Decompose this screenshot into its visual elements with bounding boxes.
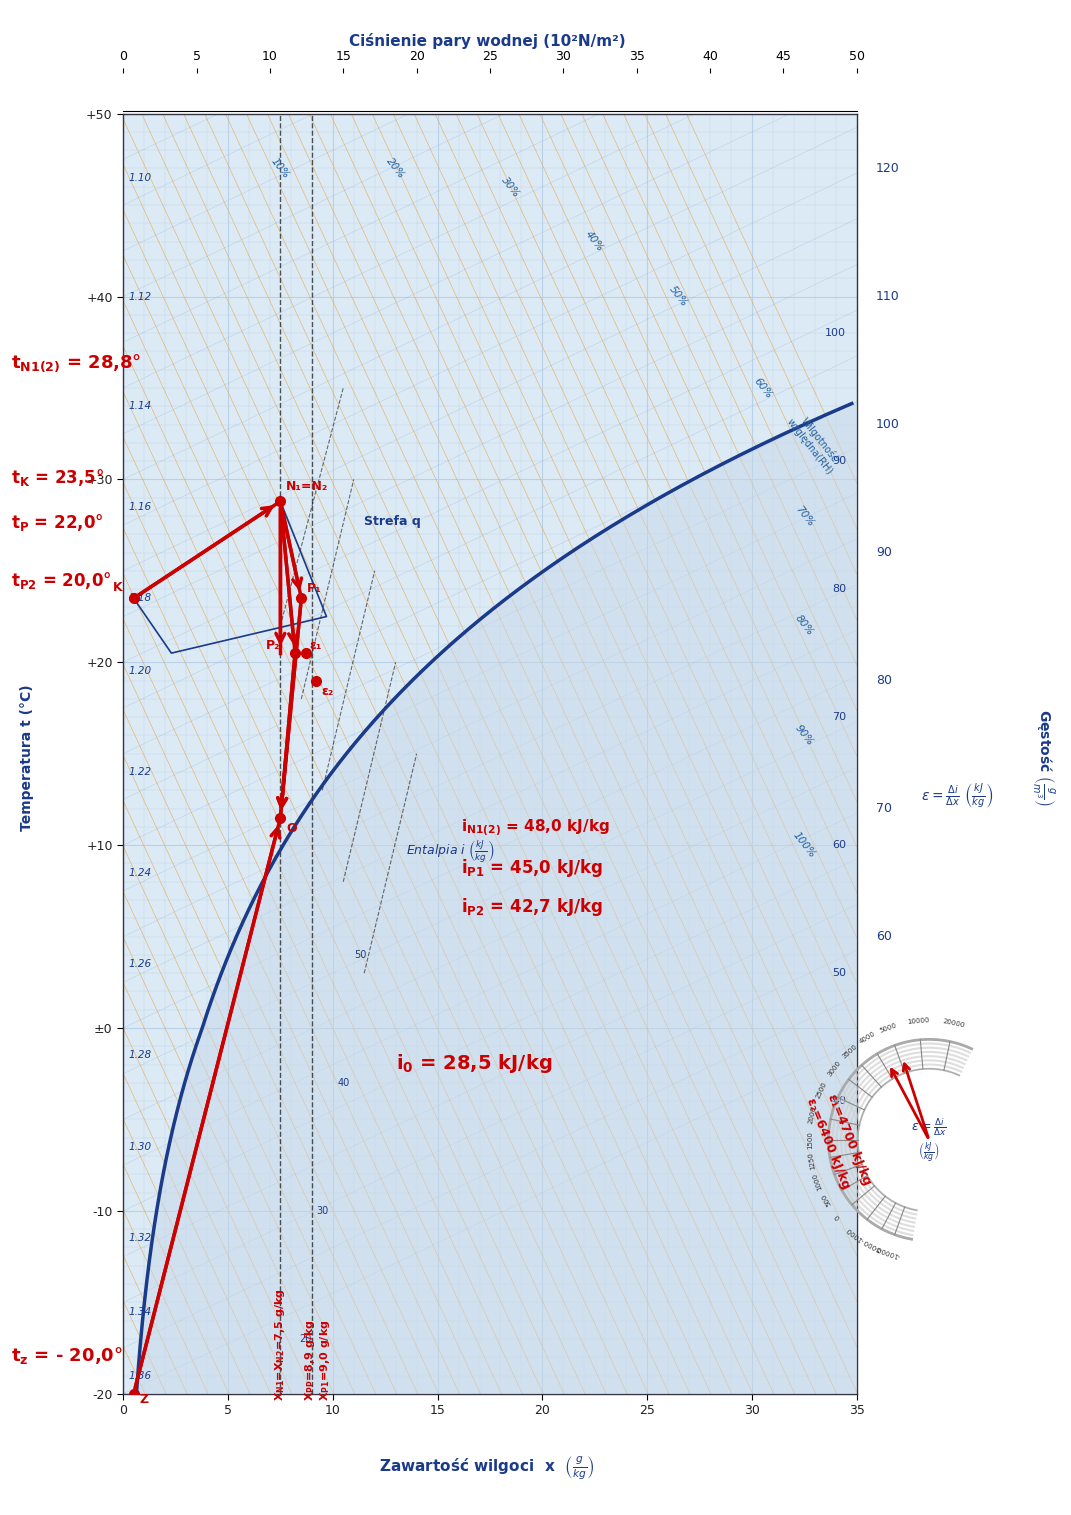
Text: 90: 90 bbox=[832, 456, 846, 467]
Text: P₂: P₂ bbox=[266, 639, 281, 653]
Text: ε₂: ε₂ bbox=[321, 685, 333, 698]
Text: t$_{\mathbf{N1(2)}}$ = 28,8°: t$_{\mathbf{N1(2)}}$ = 28,8° bbox=[11, 353, 141, 374]
Text: 1.14: 1.14 bbox=[129, 401, 151, 411]
Text: 90: 90 bbox=[876, 545, 892, 559]
Text: 70%: 70% bbox=[794, 504, 815, 529]
Text: 40: 40 bbox=[337, 1077, 349, 1088]
Text: K: K bbox=[112, 580, 122, 594]
Text: t$_{\mathbf{z}}$ = - 20,0°: t$_{\mathbf{z}}$ = - 20,0° bbox=[11, 1345, 122, 1367]
Text: 40%: 40% bbox=[584, 229, 606, 255]
Text: 40: 40 bbox=[832, 1097, 846, 1106]
Text: 500: 500 bbox=[820, 1192, 832, 1207]
Text: 1250: 1250 bbox=[808, 1151, 816, 1170]
Text: 20000: 20000 bbox=[942, 1018, 965, 1029]
Text: 1.28: 1.28 bbox=[129, 1050, 151, 1060]
Text: -1000: -1000 bbox=[846, 1226, 865, 1242]
Text: 60%: 60% bbox=[752, 376, 773, 400]
Text: i$_{\mathbf{0}}$ = 28,5 kJ/kg: i$_{\mathbf{0}}$ = 28,5 kJ/kg bbox=[396, 1051, 553, 1076]
Text: 1.34: 1.34 bbox=[129, 1306, 151, 1317]
Text: t$_{\mathbf{P2}}$ = 20,0°: t$_{\mathbf{P2}}$ = 20,0° bbox=[11, 570, 111, 591]
Text: 10%: 10% bbox=[269, 156, 291, 180]
Text: 80%: 80% bbox=[794, 614, 815, 638]
Text: 100%: 100% bbox=[791, 830, 817, 861]
Text: $\varepsilon = \frac{\Delta i}{\Delta x}$ $\left(\frac{kJ}{kg}\right)$: $\varepsilon = \frac{\Delta i}{\Delta x}… bbox=[921, 780, 993, 811]
Text: ε₁: ε₁ bbox=[310, 638, 322, 651]
Text: P₁: P₁ bbox=[306, 582, 321, 595]
Text: 100: 100 bbox=[826, 329, 846, 338]
Text: 110: 110 bbox=[876, 289, 900, 303]
Text: -5000: -5000 bbox=[863, 1238, 884, 1253]
Text: 70: 70 bbox=[876, 801, 892, 815]
Text: ε₁=4700 kJ/kg: ε₁=4700 kJ/kg bbox=[825, 1092, 874, 1186]
Text: 10000: 10000 bbox=[907, 1018, 931, 1026]
Text: 30: 30 bbox=[316, 1206, 329, 1217]
Text: Z: Z bbox=[140, 1392, 149, 1406]
Text: 50: 50 bbox=[353, 950, 366, 961]
Text: 1.10: 1.10 bbox=[129, 173, 151, 183]
Text: 1500: 1500 bbox=[806, 1132, 813, 1148]
Text: 50: 50 bbox=[832, 968, 846, 979]
Text: Temperatura t (°C): Temperatura t (°C) bbox=[19, 685, 34, 830]
Text: Strefa q: Strefa q bbox=[364, 515, 421, 529]
Text: 3500: 3500 bbox=[841, 1044, 858, 1059]
Text: Gęstość $\left(\frac{g}{m^3}\right)$: Gęstość $\left(\frac{g}{m^3}\right)$ bbox=[1031, 709, 1057, 806]
Text: 1.26: 1.26 bbox=[129, 959, 151, 970]
Text: ε₂=6400 kJ/kg: ε₂=6400 kJ/kg bbox=[803, 1097, 853, 1191]
Text: 20: 20 bbox=[299, 1333, 312, 1344]
Text: 50%: 50% bbox=[667, 285, 690, 309]
Text: 1000: 1000 bbox=[811, 1171, 823, 1191]
Text: 1.24: 1.24 bbox=[129, 868, 151, 877]
Text: 80: 80 bbox=[876, 674, 892, 688]
Text: 0: 0 bbox=[834, 1214, 842, 1220]
Text: 30%: 30% bbox=[500, 174, 522, 198]
Text: 60: 60 bbox=[876, 930, 892, 944]
Text: 120: 120 bbox=[876, 162, 900, 176]
Text: Ciśnienie pary wodnej (10²N/m²): Ciśnienie pary wodnej (10²N/m²) bbox=[349, 33, 625, 50]
Text: t$_{\mathbf{K}}$ = 23,5°: t$_{\mathbf{K}}$ = 23,5° bbox=[11, 467, 104, 488]
Text: Zawartość wilgoci  x  $\left(\frac{g}{kg}\right)$: Zawartość wilgoci x $\left(\frac{g}{kg}\… bbox=[379, 1454, 595, 1482]
Text: 1.16: 1.16 bbox=[129, 501, 151, 512]
Text: 20%: 20% bbox=[384, 156, 407, 180]
Text: 5000: 5000 bbox=[879, 1023, 897, 1033]
Text: Wilgotność
względna(RH): Wilgotność względna(RH) bbox=[785, 409, 845, 477]
Text: 100: 100 bbox=[876, 418, 900, 432]
Text: 90%: 90% bbox=[794, 723, 815, 747]
Polygon shape bbox=[136, 403, 857, 1394]
Text: Entalpia i $\left(\frac{kJ}{kg}\right)$: Entalpia i $\left(\frac{kJ}{kg}\right)$ bbox=[406, 838, 495, 864]
Text: 1.30: 1.30 bbox=[129, 1142, 151, 1151]
Text: 1.20: 1.20 bbox=[129, 667, 151, 676]
Text: 3000: 3000 bbox=[826, 1059, 842, 1077]
Text: 1.22: 1.22 bbox=[129, 767, 151, 777]
Text: 2500: 2500 bbox=[815, 1080, 828, 1098]
Text: 1.18: 1.18 bbox=[129, 594, 151, 603]
Text: i$_{\mathbf{N1(2)}}$ = 48,0 kJ/kg: i$_{\mathbf{N1(2)}}$ = 48,0 kJ/kg bbox=[461, 818, 609, 839]
Text: O: O bbox=[287, 823, 298, 835]
Text: N₁=N₂: N₁=N₂ bbox=[286, 480, 328, 494]
Text: X$_{\mathbf{N1}}$=X$_{\mathbf{N2}}$=7,5 g/kg: X$_{\mathbf{N1}}$=X$_{\mathbf{N2}}$=7,5 … bbox=[273, 1289, 287, 1401]
Text: X$_{\mathbf{PP}}$=8,9 g/kg: X$_{\mathbf{PP}}$=8,9 g/kg bbox=[303, 1320, 317, 1401]
Text: i$_{\mathbf{P2}}$ = 42,7 kJ/kg: i$_{\mathbf{P2}}$ = 42,7 kJ/kg bbox=[461, 897, 603, 918]
Text: X$_{\mathbf{P1}}$=9,0 g/kg: X$_{\mathbf{P1}}$=9,0 g/kg bbox=[318, 1320, 332, 1401]
Text: 2000: 2000 bbox=[808, 1106, 817, 1124]
Text: t$_{\mathbf{P}}$ = 22,0°: t$_{\mathbf{P}}$ = 22,0° bbox=[11, 512, 103, 533]
Text: 70: 70 bbox=[832, 712, 846, 723]
Text: i$_{\mathbf{P1}}$ = 45,0 kJ/kg: i$_{\mathbf{P1}}$ = 45,0 kJ/kg bbox=[461, 857, 603, 879]
Text: -10000: -10000 bbox=[876, 1245, 901, 1259]
Text: 1.12: 1.12 bbox=[129, 291, 151, 301]
Text: 1.32: 1.32 bbox=[129, 1233, 151, 1244]
Text: $\varepsilon = \frac{\Delta i}{\Delta x}$: $\varepsilon = \frac{\Delta i}{\Delta x}… bbox=[911, 1117, 947, 1138]
Text: $\left(\frac{kJ}{kg}\right)$: $\left(\frac{kJ}{kg}\right)$ bbox=[918, 1141, 940, 1165]
Text: 80: 80 bbox=[832, 585, 846, 594]
Text: 1.36: 1.36 bbox=[129, 1371, 151, 1380]
Text: 60: 60 bbox=[832, 841, 846, 850]
Text: 4000: 4000 bbox=[859, 1030, 877, 1045]
